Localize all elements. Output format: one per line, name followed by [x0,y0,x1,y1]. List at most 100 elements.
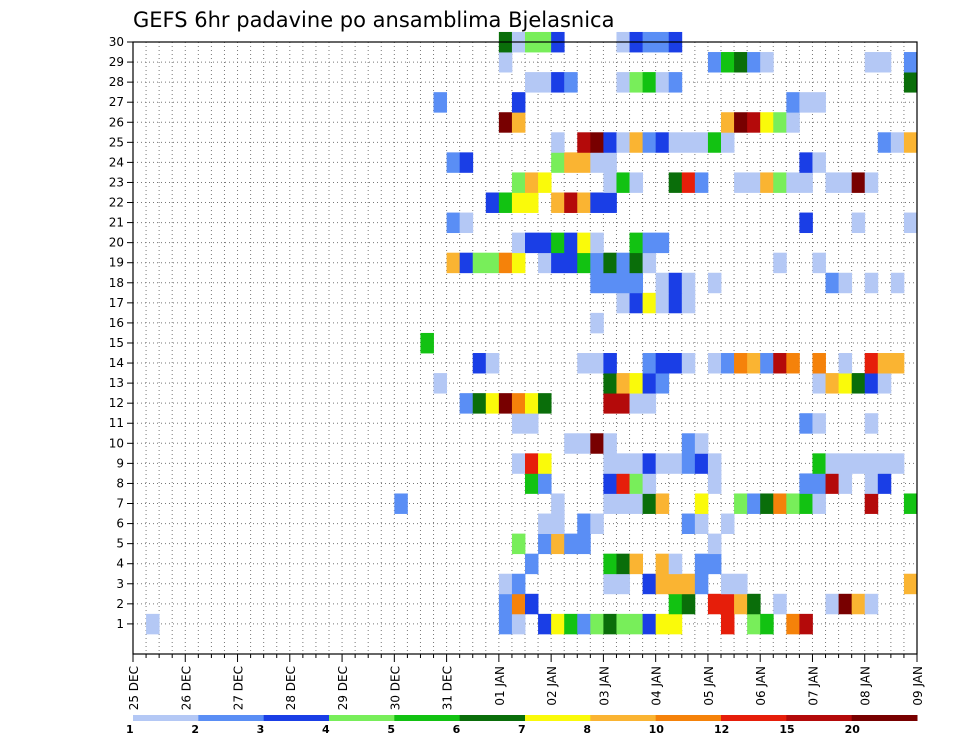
precip-cell [577,132,591,153]
precip-cell [838,473,853,494]
precip-cell [890,453,905,474]
precip-cell [825,172,839,193]
precip-cell [511,613,526,635]
precip-cell [655,232,670,254]
precip-cell [629,272,643,294]
precip-cell [838,593,853,615]
precip-cell [642,353,657,374]
precip-cell [551,513,565,535]
precip-cell [655,353,670,374]
precip-cell [590,252,604,274]
precip-cell [747,112,761,133]
precip-cell [668,72,683,93]
precip-cell [734,593,748,615]
precip-cell [681,573,696,595]
precip-cell [590,513,604,535]
precip-cell [721,112,735,133]
precip-cell [642,373,657,394]
precip-cell [577,353,591,374]
precip-cell [838,373,853,394]
precip-cell [603,353,617,374]
precip-cell [498,573,513,595]
precip-cell [603,272,617,294]
precip-cell [146,613,160,635]
precip-cell [773,252,787,274]
precip-cell [498,52,513,73]
precip-cell [603,473,617,494]
precip-cell [538,232,552,254]
precip-cell [825,453,839,474]
precip-cell [616,72,630,93]
precip-cell [551,152,565,173]
precip-cell [721,353,735,374]
precip-cell [903,72,918,93]
precip-cell [616,573,630,595]
y-tick-label: 3 [116,577,124,591]
precip-cell [433,92,447,113]
y-tick-label: 11 [109,416,124,430]
x-tick-label: 28 DEC [284,666,298,710]
precip-cell [485,252,500,274]
y-tick-label: 1 [116,617,124,631]
precip-cell [577,513,591,535]
x-tick-label: 01 JAN [493,666,507,706]
precip-cell [498,593,513,615]
precip-cell [616,553,630,575]
precip-cell [734,353,748,374]
precip-cell [668,573,683,595]
precip-cell [721,593,735,615]
precip-cell [498,192,513,213]
precip-cell [903,573,918,595]
precip-cell [838,353,853,374]
precip-cell [812,252,826,274]
precip-cell [721,132,735,153]
legend-label: 7 [518,723,526,736]
precip-cell [629,373,643,394]
precip-cell [655,573,670,595]
precip-cell [603,172,617,193]
precip-cell [538,453,552,474]
precip-cell [812,373,826,394]
color-legend: 1 2 3 4 5 6 7 8 10 12 15 20 [126,715,918,736]
precip-cell [525,393,539,414]
precip-cell [538,72,552,93]
precip-cell [642,473,657,494]
precip-cell [760,613,774,635]
precip-cell [511,453,526,474]
x-tick-label: 06 JAN [754,666,768,706]
precip-cell [799,613,813,635]
precip-cell [655,553,670,575]
precip-cell [655,272,670,294]
precip-cell [694,493,709,514]
precip-cell [616,493,630,514]
precip-cell [511,252,526,274]
precip-cell [603,393,617,414]
x-tick-label: 05 JAN [702,666,716,706]
precip-cell [838,272,853,294]
precip-cell [773,353,787,374]
precip-cell [525,593,539,615]
x-tick-label: 31 DEC [441,666,455,710]
precip-cell [825,272,839,294]
y-tick-label: 8 [116,476,124,490]
precip-cell [864,413,879,434]
precip-cell [564,152,578,173]
precip-cell [603,613,617,635]
precip-cell [642,453,657,474]
precip-cell [668,353,683,374]
precip-cell [642,292,657,314]
precip-cell [773,172,787,193]
precip-cell [616,172,630,193]
precip-cell [864,272,879,294]
precip-cell [838,453,853,474]
precip-cell [525,72,539,93]
precip-cell [707,533,722,555]
precip-cell [590,353,604,374]
precip-cell [642,252,657,274]
y-tick-label: 28 [109,75,124,89]
y-tick-label: 24 [109,155,124,169]
precip-cell [629,473,643,494]
precip-cell [681,513,696,535]
precip-cell [890,353,905,374]
precip-cell [681,132,696,153]
